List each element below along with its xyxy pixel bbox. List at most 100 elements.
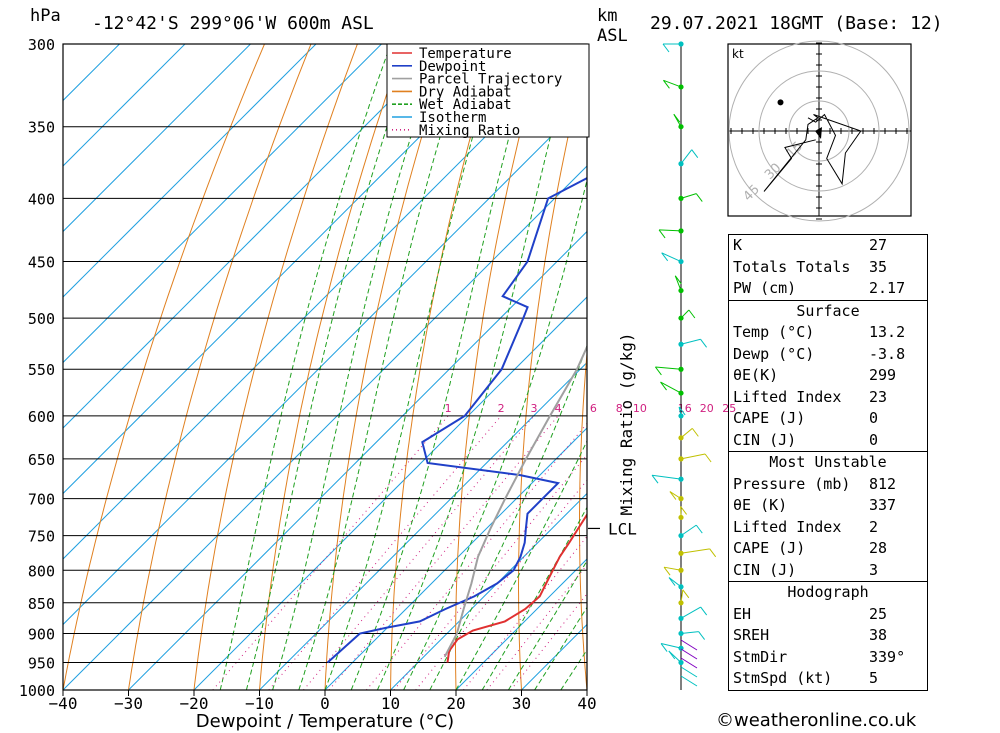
index-row: Temp (°C) 13.2 bbox=[733, 323, 906, 341]
y-tick-label: 900 bbox=[28, 625, 55, 643]
wind-barb bbox=[674, 275, 682, 291]
wind-barb-flag bbox=[704, 453, 712, 463]
index-row: StmDir 339° bbox=[733, 647, 906, 666]
hodograph-unit: kt bbox=[732, 47, 744, 61]
wind-barb bbox=[663, 566, 682, 571]
mixing-ratio-tick-label: 6 bbox=[590, 402, 597, 415]
dry-adiabat-line bbox=[63, 44, 265, 690]
wind-barb-flag bbox=[654, 366, 662, 376]
section-title: Hodograph bbox=[787, 583, 869, 601]
wind-barb-flag bbox=[691, 149, 699, 159]
wind-barb-flag bbox=[663, 80, 670, 89]
x-tick-label: 20 bbox=[446, 694, 465, 713]
index-row: CAPE (J) 28 bbox=[733, 539, 888, 557]
dewpoint-series-line bbox=[326, 177, 587, 664]
storm-motion-dot bbox=[777, 99, 784, 106]
most-unstable-section: Most Unstable Pressure (mb) 812 θE (K) 337… bbox=[729, 451, 927, 581]
lcl-label: LCL bbox=[608, 519, 637, 538]
temperature-series-line bbox=[446, 512, 587, 663]
wind-profile bbox=[651, 41, 717, 690]
index-row: Lifted Index 23 bbox=[733, 387, 888, 406]
mixing-ratio-tick-label: 20 bbox=[700, 402, 714, 415]
index-row: Lifted Index 2 bbox=[733, 517, 879, 536]
wind-barb-flag bbox=[678, 406, 686, 416]
mixing-ratio-line bbox=[328, 415, 559, 690]
wind-barb-flag bbox=[680, 506, 688, 515]
wind-barb bbox=[680, 606, 701, 619]
x-tick-label: 40 bbox=[577, 694, 596, 713]
wind-barb bbox=[680, 631, 699, 634]
y-tick-label: 550 bbox=[28, 361, 55, 379]
wind-barb bbox=[659, 229, 682, 232]
wind-barb-flag bbox=[709, 548, 717, 558]
index-row: θE (K) 337 bbox=[733, 496, 897, 514]
surface-section: Surface Temp (°C) 13.2 Dewp (°C) -3.8 θE(K… bbox=[729, 299, 927, 452]
wind-barb bbox=[651, 474, 682, 480]
wind-barb bbox=[660, 381, 682, 394]
wind-barb-flag bbox=[698, 631, 706, 640]
wind-barb-flag bbox=[691, 428, 699, 437]
y-tick-label: 800 bbox=[28, 562, 55, 580]
isotherm-line bbox=[455, 558, 587, 690]
wind-barb bbox=[680, 657, 698, 669]
wind-barb bbox=[680, 548, 710, 554]
mixing-ratio-labels: 1 2 3 4 6 8 10 16 20 25 bbox=[445, 402, 737, 415]
mixing-ratio-tick-label: 1 bbox=[445, 402, 452, 415]
x-axis-label: Dewpoint / Temperature (°C) bbox=[196, 711, 454, 732]
indices-table: K 27 Totals Totals 35 PW (cm) 2.17 Surface … bbox=[728, 234, 928, 691]
wind-barb bbox=[680, 589, 684, 603]
wind-barb bbox=[680, 666, 698, 678]
x-tick-label: −20 bbox=[180, 694, 209, 713]
isotherm-line bbox=[63, 44, 579, 560]
copyright-footer[interactable]: ©weatheronline.co.uk bbox=[716, 710, 917, 731]
y-tick-label: 500 bbox=[28, 310, 55, 328]
y-tick-label: 400 bbox=[28, 190, 55, 208]
isotherm-line bbox=[63, 99, 587, 626]
wind-barb-flag bbox=[651, 474, 659, 484]
wind-barb-flag bbox=[695, 193, 703, 202]
y-tick-label: 850 bbox=[28, 595, 55, 613]
index-row: StmSpd (kt) 5 bbox=[733, 669, 879, 687]
asl-label: ASL bbox=[597, 26, 628, 46]
legend-label: Dry Adiabat bbox=[419, 84, 512, 100]
mixing-ratio-line bbox=[268, 415, 502, 690]
legend-label: Dewpoint bbox=[419, 59, 486, 75]
dry-adiabat-line bbox=[696, 44, 729, 690]
y-tick-label: 750 bbox=[28, 528, 55, 546]
section-title: Most Unstable bbox=[769, 453, 887, 471]
wind-barb bbox=[669, 491, 682, 500]
section-title: Surface bbox=[796, 301, 860, 320]
index-row: PW (cm) 2.17 bbox=[733, 279, 906, 297]
location-title: -12°42'S 299°06'W 600m ASL bbox=[92, 13, 374, 34]
dry-adiabat-line bbox=[324, 44, 451, 690]
legend-label: Mixing Ratio bbox=[419, 123, 520, 139]
wind-barb-flag bbox=[700, 606, 708, 616]
x-tick-label: 30 bbox=[512, 694, 531, 713]
legend-label: Parcel Trajectory bbox=[419, 72, 562, 88]
wind-barb bbox=[680, 524, 697, 537]
isotherm-line bbox=[259, 361, 587, 690]
wet-adiabat-line bbox=[245, 44, 416, 690]
hodograph-ring bbox=[728, 40, 910, 222]
wind-barb-flag bbox=[700, 338, 708, 348]
y-tick-label: 300 bbox=[28, 36, 55, 54]
wind-barb bbox=[660, 643, 682, 649]
wind-barb bbox=[680, 309, 690, 319]
legend-label: Wet Adiabat bbox=[419, 97, 512, 113]
mixing-ratio-tick-label: 3 bbox=[530, 402, 537, 415]
wind-barb bbox=[678, 406, 682, 417]
wind-barb bbox=[680, 193, 697, 199]
isotherm-line bbox=[63, 44, 382, 364]
index-row: CIN (J) 3 bbox=[733, 560, 879, 579]
wet-adiabat-line bbox=[350, 44, 535, 690]
index-row: Pressure (mb) 812 bbox=[733, 474, 897, 493]
km-label: km bbox=[597, 6, 618, 26]
profiles bbox=[326, 177, 587, 664]
isotherm-line bbox=[63, 44, 120, 102]
mixing-ratio-axis-label: Mixing Ratio (g/kg) bbox=[617, 332, 636, 515]
legend-label: Isotherm bbox=[419, 110, 486, 126]
mixing-ratio-tick-label: 2 bbox=[498, 402, 505, 415]
pressure-unit: hPa bbox=[30, 6, 61, 26]
index-row: CAPE (J) 0 bbox=[733, 409, 879, 427]
